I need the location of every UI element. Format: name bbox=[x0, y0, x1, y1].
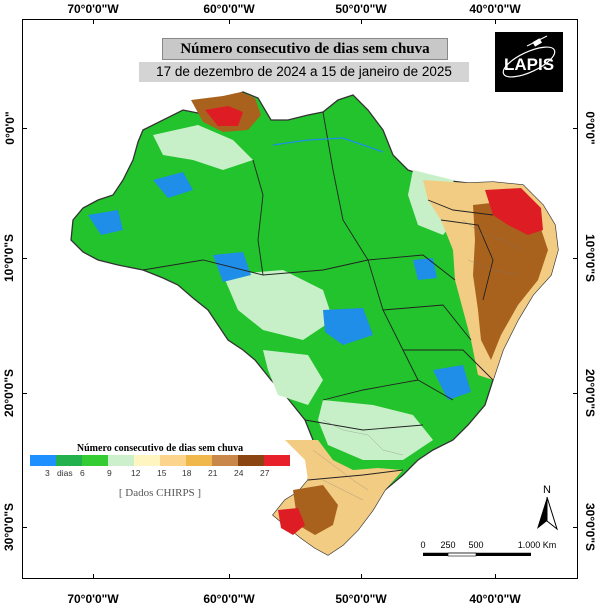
legend-swatch-6 bbox=[160, 455, 186, 466]
scale-label-250: 250 bbox=[440, 540, 456, 550]
north-arrow-icon: N bbox=[537, 484, 558, 531]
scale-label-1000: 1.000 Km bbox=[517, 540, 557, 550]
lon-label-bottom-40: 40°0'0"W bbox=[469, 592, 521, 606]
tick-left-20 bbox=[22, 393, 27, 394]
lat-label-right-20: 20°0'0"S bbox=[583, 368, 597, 418]
lat-label-left-30: 30°0'0"S bbox=[2, 502, 16, 552]
tick-right-30 bbox=[573, 527, 578, 528]
north-arrow: N bbox=[533, 483, 561, 533]
lat-label-left-20: 20°0'0"S bbox=[2, 368, 16, 418]
tick-left-10 bbox=[22, 258, 27, 259]
tick-left-30 bbox=[22, 527, 27, 528]
scale-label-0: 0 bbox=[420, 540, 426, 550]
wet-patch-6 bbox=[413, 258, 437, 280]
tick-top-70 bbox=[93, 19, 94, 24]
legend-label-15: 15 bbox=[157, 468, 167, 478]
north-label: N bbox=[543, 484, 551, 496]
light-patch-southwest bbox=[263, 350, 323, 405]
map-title: Número consecutivo de dias sem chuva bbox=[162, 38, 448, 60]
data-source-label: [ Dados CHIRPS ] bbox=[118, 487, 202, 499]
dry-zone-south-brown bbox=[293, 485, 338, 535]
lon-label-bottom-50: 50°0'0"W bbox=[335, 592, 387, 606]
legend-label-12: 12 bbox=[131, 468, 141, 478]
wet-patch-4 bbox=[323, 308, 373, 345]
lat-label-right-0: 0°0'0" bbox=[583, 111, 597, 145]
legend-swatch-5 bbox=[134, 455, 160, 466]
tick-bottom-40 bbox=[495, 574, 496, 579]
legend-label-18: 18 bbox=[182, 468, 192, 478]
wet-patch-2 bbox=[153, 172, 193, 198]
tick-top-50 bbox=[361, 19, 362, 24]
tick-left-0 bbox=[22, 128, 27, 129]
legend-label-dias: dias bbox=[57, 468, 73, 478]
legend-swatch-9 bbox=[238, 455, 264, 466]
legend-swatch-3 bbox=[82, 455, 108, 466]
legend-label-6: 6 bbox=[80, 468, 85, 478]
lat-label-right-30: 30°0'0"S bbox=[583, 502, 597, 552]
state-borders bbox=[142, 111, 494, 481]
lat-label-left-0: 0°0'0" bbox=[3, 111, 17, 145]
dry-zone-east-brown bbox=[473, 200, 548, 360]
legend-colorbar bbox=[30, 455, 290, 466]
lat-label-left-10: 10°0'0"S bbox=[2, 233, 16, 283]
legend-label-24: 24 bbox=[234, 468, 244, 478]
municipal-borders bbox=[312, 219, 524, 501]
legend-label-21: 21 bbox=[208, 468, 218, 478]
dry-zone-east-red bbox=[485, 188, 543, 235]
tick-top-60 bbox=[229, 19, 230, 24]
lon-label-bottom-60: 60°0'0"W bbox=[203, 592, 255, 606]
dry-zone-north-red bbox=[205, 106, 243, 126]
dry-zone-south-red bbox=[278, 508, 305, 535]
legend-label-3: 3 bbox=[45, 468, 50, 478]
logo-text: LAPIS bbox=[504, 55, 554, 74]
legend-swatch-8 bbox=[212, 455, 238, 466]
legend-label-27: 27 bbox=[260, 468, 270, 478]
scale-bar-graphic bbox=[423, 552, 531, 557]
legend-title: Número consecutivo de dias sem chuva bbox=[76, 443, 244, 454]
lon-label-top-50: 50°0'0"W bbox=[335, 2, 387, 16]
legend-swatch-2 bbox=[56, 455, 82, 466]
lapis-logo: LAPIS bbox=[495, 32, 563, 92]
brazil-map bbox=[70, 91, 559, 556]
tick-right-0 bbox=[573, 128, 578, 129]
legend-swatch-7 bbox=[186, 455, 212, 466]
wet-patch-5 bbox=[433, 365, 471, 400]
legend-swatch-10 bbox=[264, 455, 290, 466]
lat-label-right-10: 10°0'0"S bbox=[583, 233, 597, 283]
tick-bottom-60 bbox=[229, 574, 230, 579]
lon-label-top-60: 60°0'0"W bbox=[203, 2, 255, 16]
lon-label-top-70: 70°0'0"W bbox=[67, 2, 119, 16]
tick-bottom-70 bbox=[93, 574, 94, 579]
light-patch-south bbox=[318, 400, 433, 460]
lon-label-bottom-70: 70°0'0"W bbox=[67, 592, 119, 606]
tick-top-40 bbox=[495, 19, 496, 24]
scale-bar: 0 250 500 1.000 Km bbox=[415, 540, 575, 570]
map-frame bbox=[22, 19, 578, 579]
satellite-icon: LAPIS bbox=[502, 35, 556, 78]
tick-right-20 bbox=[573, 393, 578, 394]
map-subtitle: 17 de dezembro de 2024 a 15 de janeiro d… bbox=[139, 62, 469, 82]
legend-swatch-4 bbox=[108, 455, 134, 466]
light-patch-center bbox=[223, 270, 333, 340]
lon-label-top-40: 40°0'0"W bbox=[469, 2, 521, 16]
wet-patch-1 bbox=[88, 210, 123, 235]
tick-bottom-50 bbox=[361, 574, 362, 579]
river-amazon bbox=[272, 137, 384, 153]
legend-labels: 3 dias 6 9 12 15 18 21 24 27 bbox=[30, 468, 290, 480]
scale-label-500: 500 bbox=[468, 540, 484, 550]
legend-swatch-1 bbox=[30, 455, 56, 466]
light-patch-north bbox=[153, 125, 253, 170]
tick-right-10 bbox=[573, 258, 578, 259]
legend-label-9: 9 bbox=[107, 468, 112, 478]
